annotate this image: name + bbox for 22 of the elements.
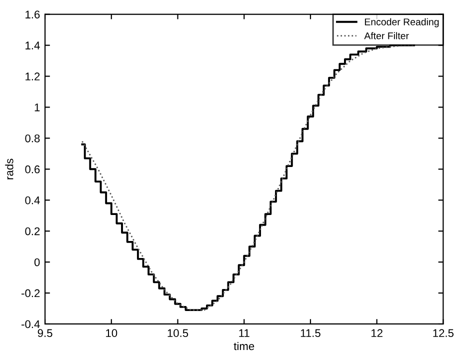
y-axis-title: rads: [5, 158, 14, 180]
y-tick-label: -0.2: [22, 289, 40, 298]
x-tick-label: 12: [372, 329, 382, 337]
legend-label: Encoder Reading: [364, 18, 439, 28]
x-axis-title: time: [234, 342, 254, 350]
y-tick-label: 0.4: [25, 196, 40, 204]
y-tick-label: 1.4: [26, 42, 40, 50]
y-tick-label: 0.8: [25, 134, 40, 142]
y-tick-label: 0.2: [25, 227, 40, 236]
x-tick-label: 10: [106, 329, 118, 338]
y-tick-label: 0.6: [25, 165, 40, 174]
y-tick-label: 1.6: [26, 10, 40, 18]
y-tick-label: 1.2: [26, 72, 40, 80]
x-tick-label: 12.5: [433, 329, 454, 338]
x-tick-label: 11.5: [300, 329, 320, 338]
x-tick-label: 9.5: [38, 329, 52, 338]
legend-label: After Filter: [364, 32, 409, 40]
y-tick-label: -0.4: [22, 320, 40, 328]
y-tick-label: 1: [34, 104, 40, 112]
x-tick-label: 11: [239, 329, 250, 337]
x-tick-label: 10.5: [168, 329, 188, 338]
y-tick-label: 0: [34, 258, 40, 266]
